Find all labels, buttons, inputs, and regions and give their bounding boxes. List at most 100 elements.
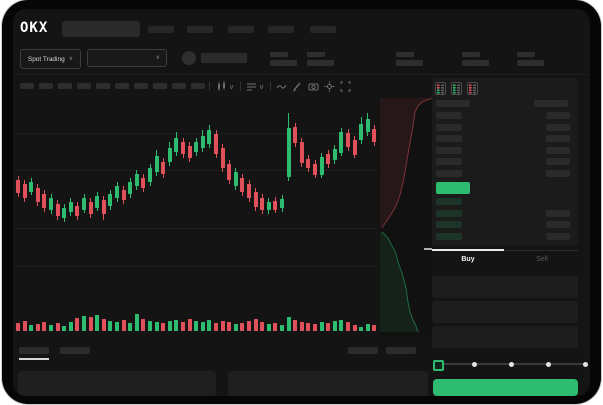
indicators-icon[interactable]	[246, 81, 257, 92]
candle-body	[75, 206, 80, 216]
buy-submit-button[interactable]	[433, 379, 578, 396]
amount-slider-handle[interactable]	[433, 360, 444, 371]
candle-body	[42, 194, 47, 208]
volume-bar	[280, 325, 284, 331]
slider-stop-dot[interactable]	[508, 361, 514, 367]
candlestick-chart[interactable]	[15, 98, 377, 293]
timeframe-button[interactable]	[77, 83, 91, 89]
bottom-control[interactable]	[348, 347, 378, 354]
candle-body	[194, 142, 199, 152]
timeframe-button[interactable]	[134, 83, 148, 89]
chevron-down-icon: ∨	[68, 56, 74, 62]
volume-bar	[266, 324, 271, 331]
chevron-down-icon[interactable]: ∨	[229, 84, 235, 91]
market-type-label: Spot Trading	[27, 55, 65, 63]
candle-body	[372, 129, 377, 142]
volume-bar	[359, 327, 364, 331]
candle-body	[148, 168, 152, 182]
volume-bar	[174, 320, 179, 331]
nav-item[interactable]	[148, 26, 174, 33]
bid-price-placeholder	[436, 198, 462, 205]
ask-price-placeholder	[436, 124, 462, 131]
search-input[interactable]	[62, 21, 140, 37]
chevron-down-icon[interactable]: ∨	[259, 84, 265, 91]
candle-body	[62, 208, 67, 218]
volume-bar	[260, 322, 265, 331]
candle-style-icon[interactable]	[216, 81, 227, 92]
gridline	[15, 228, 377, 229]
volume-bar	[148, 321, 152, 331]
bid-price-placeholder	[436, 210, 462, 217]
book-bids-icon[interactable]	[451, 82, 462, 95]
nav-item[interactable]	[310, 26, 336, 33]
fullscreen-icon[interactable]	[340, 81, 351, 92]
candle-body	[359, 124, 364, 140]
candle-body	[207, 130, 212, 144]
candle-body	[101, 200, 106, 214]
candle-body	[346, 133, 350, 147]
timeframe-button[interactable]	[153, 83, 167, 89]
timeframe-button[interactable]	[58, 83, 72, 89]
nav-item[interactable]	[187, 26, 213, 33]
timeframe-button[interactable]	[115, 83, 129, 89]
chevron-down-icon: ∨	[155, 55, 160, 61]
slider-stop-dot[interactable]	[545, 361, 551, 367]
volume-bar	[141, 319, 146, 331]
volume-bar	[207, 320, 212, 331]
trade-input[interactable]	[432, 301, 578, 323]
camera-icon[interactable]	[308, 81, 319, 92]
tabbar-divider	[432, 250, 578, 251]
market-type-dropdown[interactable]: Spot Trading ∨	[20, 49, 81, 69]
coin-avatar	[182, 51, 196, 65]
timeframe-button[interactable]	[96, 83, 110, 89]
timeframe-button[interactable]	[172, 83, 186, 89]
timeframe-button[interactable]	[20, 83, 34, 89]
stat-value-placeholder	[307, 60, 334, 66]
trade-input[interactable]	[432, 326, 578, 348]
candle-body	[306, 159, 311, 168]
book-asks-icon[interactable]	[467, 82, 478, 95]
ask-price-placeholder	[436, 170, 462, 177]
ask-amount-placeholder	[546, 135, 570, 142]
volume-bar	[365, 324, 370, 331]
trade-input[interactable]	[432, 276, 578, 298]
tab-buy[interactable]: Buy	[461, 256, 475, 263]
candle-body	[352, 140, 357, 155]
okx-logo: OKX	[20, 20, 49, 36]
timeframe-button[interactable]	[191, 83, 205, 89]
volume-bar	[306, 323, 311, 331]
candle-body	[313, 164, 317, 175]
candle-body	[134, 174, 139, 186]
bid-price-placeholder	[436, 233, 462, 240]
volume-bar	[88, 317, 93, 331]
volume-bar	[108, 321, 113, 331]
volume-bar	[62, 326, 67, 331]
app-window: OKX Spot Trading ∨ ∨ ∨ ∨	[13, 9, 590, 396]
toolbar-divider	[240, 82, 241, 91]
stat-value-placeholder	[517, 60, 544, 66]
volume-bar	[49, 325, 53, 331]
pair-selector-dropdown[interactable]: ∨	[87, 49, 167, 67]
candle-body	[154, 156, 159, 172]
nav-item[interactable]	[228, 26, 254, 33]
bottom-tab[interactable]	[60, 347, 90, 354]
nav-item[interactable]	[268, 26, 294, 33]
candle-body	[339, 132, 344, 153]
volume-bar	[372, 325, 377, 331]
book-both-icon[interactable]	[435, 82, 446, 95]
bottom-control[interactable]	[386, 347, 416, 354]
depth-price-marker	[424, 248, 432, 250]
bottom-tab[interactable]	[19, 347, 49, 354]
line-tool-icon[interactable]	[276, 81, 287, 92]
slider-stop-dot[interactable]	[471, 361, 477, 367]
candle-body	[68, 202, 73, 212]
ob-last-price-highlight[interactable]	[436, 182, 470, 194]
slider-stop-dot[interactable]	[582, 361, 588, 367]
draw-tool-icon[interactable]	[292, 81, 303, 92]
timeframe-button[interactable]	[39, 83, 53, 89]
tab-sell[interactable]: Sell	[536, 256, 548, 263]
volume-bar	[194, 321, 199, 331]
settings-gear-icon[interactable]	[324, 81, 335, 92]
active-tab-underline	[19, 358, 49, 360]
volume-bar	[187, 319, 192, 331]
